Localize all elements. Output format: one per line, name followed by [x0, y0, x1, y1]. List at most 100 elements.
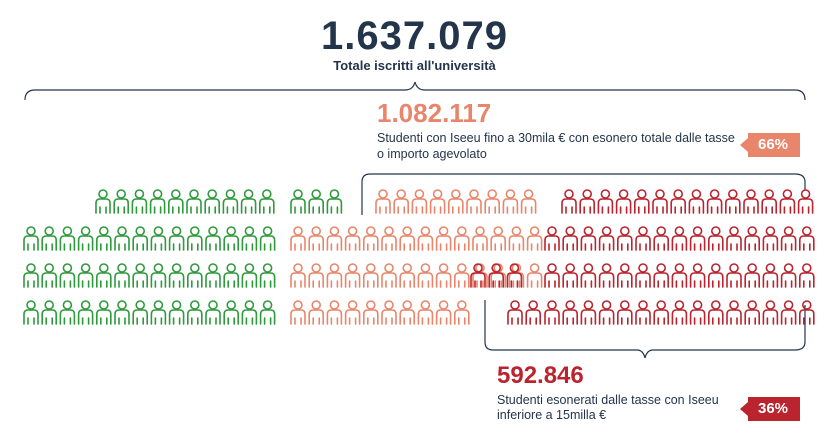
- person-icon: [544, 263, 560, 288]
- esonerati-brace: [484, 300, 806, 359]
- person-icon: [780, 263, 797, 288]
- agevolati-brace: [361, 173, 806, 215]
- person-icon: [761, 189, 777, 214]
- person-icon: [363, 226, 379, 251]
- total-brace: [24, 81, 806, 101]
- person-icon: [706, 189, 723, 214]
- person-icon: [96, 300, 112, 325]
- person-icon: [520, 189, 537, 214]
- person-icon: [399, 226, 415, 251]
- person-icon: [454, 226, 470, 251]
- person-icon: [725, 189, 741, 214]
- total-students-label: Totale iscritti all'università: [333, 58, 496, 73]
- agevolati-percent-badge: 66%: [739, 133, 801, 157]
- person-icon: [762, 226, 779, 251]
- person-icon: [708, 226, 724, 251]
- person-icon: [799, 263, 815, 288]
- person-icon: [689, 263, 706, 288]
- person-icon: [259, 226, 276, 251]
- total-students-value: 1.637.079: [321, 14, 508, 58]
- person-icon: [344, 300, 361, 325]
- person-icon: [131, 189, 148, 214]
- person-icon: [502, 189, 519, 214]
- person-icon: [95, 189, 111, 214]
- person-icon: [186, 189, 202, 214]
- person-icon: [205, 226, 221, 251]
- person-icon: [653, 263, 669, 288]
- person-icon: [326, 189, 343, 214]
- person-icon: [381, 300, 397, 325]
- esonerati-value: 592.846: [497, 362, 584, 389]
- person-icon: [653, 226, 669, 251]
- person-icon: [411, 189, 428, 214]
- person-icon: [726, 263, 742, 288]
- person-icon: [344, 263, 361, 288]
- person-icon: [259, 300, 276, 325]
- person-icon: [23, 226, 39, 251]
- person-icon: [326, 263, 343, 288]
- person-icon: [59, 263, 76, 288]
- person-icon: [187, 300, 203, 325]
- person-icon: [744, 300, 760, 325]
- person-icon: [525, 300, 541, 325]
- person-icon: [488, 263, 504, 288]
- person-icon: [114, 263, 130, 288]
- person-icon: [308, 300, 324, 325]
- person-icon: [780, 300, 797, 325]
- person-icon: [598, 263, 615, 288]
- person-icon: [223, 226, 239, 251]
- person-icon: [114, 300, 130, 325]
- person-icon: [671, 300, 688, 325]
- person-icon: [59, 300, 76, 325]
- person-icon: [241, 226, 258, 251]
- person-icon: [635, 263, 651, 288]
- person-icon: [671, 226, 688, 251]
- person-icon: [363, 263, 379, 288]
- person-icon: [597, 189, 614, 214]
- person-icon: [308, 189, 324, 214]
- person-icon: [484, 189, 500, 214]
- person-icon: [41, 300, 57, 325]
- person-icon: [168, 300, 185, 325]
- person-icon: [652, 189, 668, 214]
- person-icon: [259, 263, 276, 288]
- person-icon: [290, 300, 306, 325]
- person-icon: [580, 263, 597, 288]
- person-icon: [743, 189, 759, 214]
- person-icon: [507, 300, 523, 325]
- person-icon: [363, 300, 379, 325]
- person-icon: [132, 226, 148, 251]
- person-icon: [508, 226, 525, 251]
- person-icon: [417, 226, 434, 251]
- person-icon: [59, 226, 76, 251]
- person-icon: [113, 189, 129, 214]
- person-icon: [344, 226, 361, 251]
- person-icon: [77, 300, 94, 325]
- person-icon: [466, 189, 482, 214]
- person-icon: [77, 226, 94, 251]
- person-icon: [290, 189, 306, 214]
- person-icon: [797, 189, 814, 214]
- person-icon: [580, 226, 597, 251]
- person-icon: [562, 263, 578, 288]
- person-icon: [399, 263, 415, 288]
- esonerati-description: Studenti esonerati dalle tasse con Iseeu…: [497, 393, 719, 422]
- person-icon: [222, 189, 239, 214]
- person-icon: [635, 226, 651, 251]
- person-icon: [168, 189, 184, 214]
- person-icon: [562, 300, 578, 325]
- person-icon: [326, 226, 343, 251]
- person-icon: [326, 300, 343, 325]
- person-icon: [762, 300, 779, 325]
- person-icon: [615, 189, 632, 214]
- person-icon: [149, 189, 166, 214]
- person-icon: [617, 300, 633, 325]
- person-icon: [799, 300, 815, 325]
- person-icon: [168, 263, 185, 288]
- person-icon: [132, 300, 148, 325]
- person-icon: [114, 226, 130, 251]
- person-icon: [23, 300, 39, 325]
- person-icon: [132, 263, 148, 288]
- person-icon: [454, 263, 470, 288]
